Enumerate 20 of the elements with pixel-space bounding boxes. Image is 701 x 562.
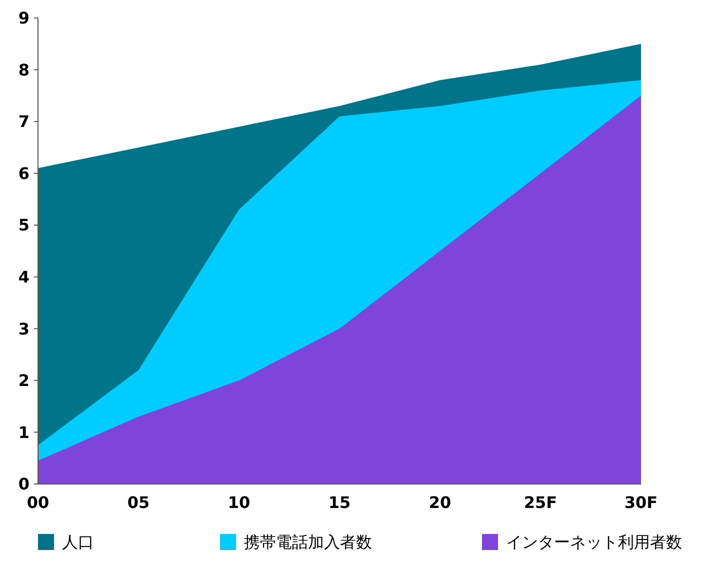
- x-tick-label: 30F: [624, 493, 658, 512]
- y-tick-label: 8: [18, 60, 30, 80]
- x-tick-label: 10: [228, 493, 250, 512]
- legend-label: 携帯電話加入者数: [244, 532, 372, 552]
- y-tick-label: 9: [18, 8, 30, 28]
- x-tick-label: 25F: [524, 493, 558, 512]
- y-tick-label: 1: [18, 422, 30, 442]
- y-tick-label: 6: [18, 164, 30, 183]
- y-tick-label: 2: [18, 371, 30, 390]
- legend-label: 人口: [62, 532, 94, 552]
- x-tick-label: 00: [26, 493, 50, 512]
- x-tick-label: 20: [428, 493, 452, 512]
- legend-label: インターネット利用者数: [506, 532, 682, 552]
- y-tick-label: 5: [18, 216, 30, 235]
- y-tick-label: 4: [18, 267, 30, 286]
- y-tick-label: 0: [18, 474, 30, 494]
- x-tick-label: 05: [127, 493, 150, 512]
- y-tick-label: 7: [18, 112, 30, 132]
- y-tick-label: 3: [18, 319, 30, 338]
- x-tick-label: 15: [328, 493, 351, 512]
